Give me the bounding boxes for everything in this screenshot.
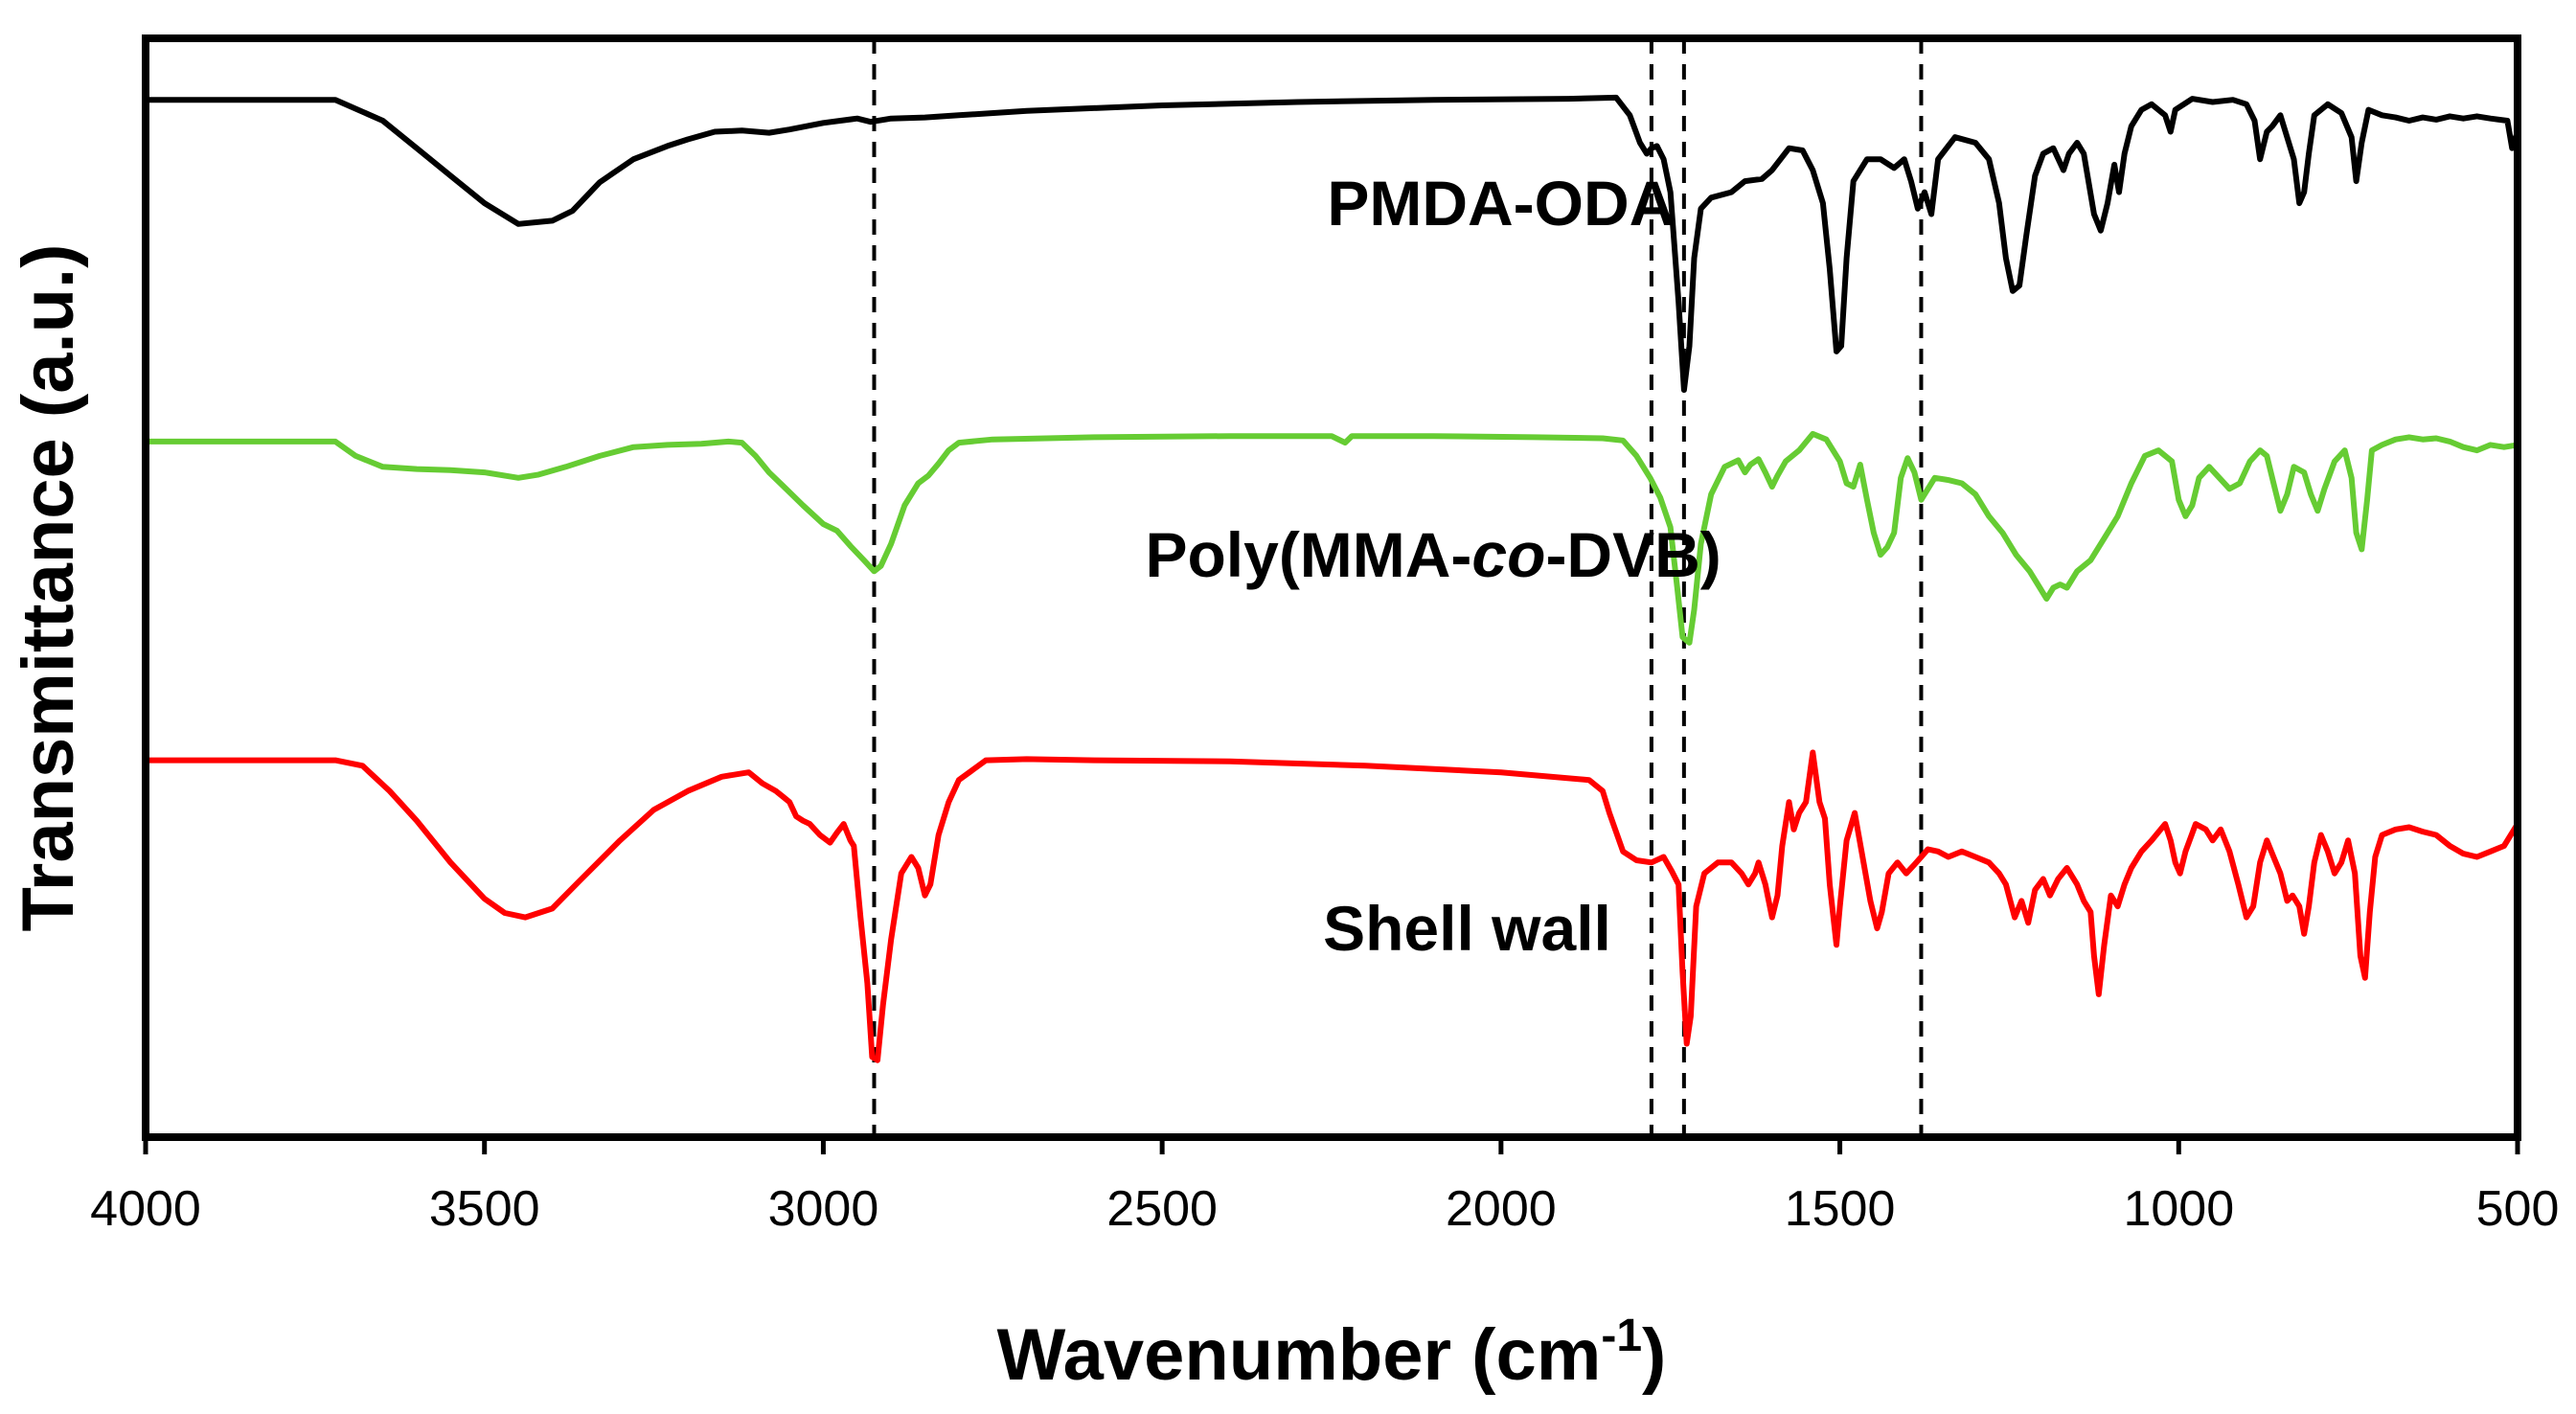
x-tick-label: 2500 [1106, 1181, 1218, 1237]
series-label-shell-wall: Shell wall [1323, 893, 1611, 964]
x-tick-label: 1000 [2123, 1181, 2234, 1237]
series-line-shell-wall [143, 749, 2520, 1063]
x-tick-label: 4000 [90, 1181, 201, 1237]
y-axis-title: Transmittance (a.u.) [8, 244, 89, 932]
x-axis-title-main: Wavenumber (cm [997, 1314, 1602, 1396]
series-line-pmda-oda [143, 94, 2520, 393]
series-label-poly-mma-co-dvb: Poly(MMA-co-DVB) [1145, 519, 1721, 590]
x-tick-label: 500 [2476, 1181, 2560, 1237]
x-axis-title-sup: -1 [1601, 1311, 1642, 1361]
x-tick-label: 3000 [768, 1181, 879, 1237]
series-label-rest: -DVB) [1545, 519, 1721, 590]
x-axis-ticks: 4000 3500 3000 2500 2000 1500 1000 500 [90, 1137, 2559, 1237]
series-label-italic: co [1471, 519, 1545, 590]
series-group [143, 94, 2520, 1063]
series-label-pmda-oda: PMDA-ODA [1327, 168, 1675, 239]
series-label-text: PMDA-ODA [1327, 168, 1675, 239]
series-line-poly-mma-co-dvb [143, 430, 2520, 646]
x-tick-label: 1500 [1785, 1181, 1896, 1237]
series-labels: PMDA-ODA Poly(MMA-co-DVB) Shell wall [1145, 168, 1721, 964]
x-axis-title-end: ) [1642, 1314, 1666, 1396]
x-axis-title: Wavenumber (cm-1) [997, 1311, 1667, 1396]
series-label-text: Poly(MMA- [1145, 519, 1471, 590]
series-label-text: Shell wall [1323, 893, 1611, 964]
plot-frame [142, 34, 2521, 1141]
x-tick-label: 3500 [429, 1181, 540, 1237]
x-tick-label: 2000 [1446, 1181, 1557, 1237]
